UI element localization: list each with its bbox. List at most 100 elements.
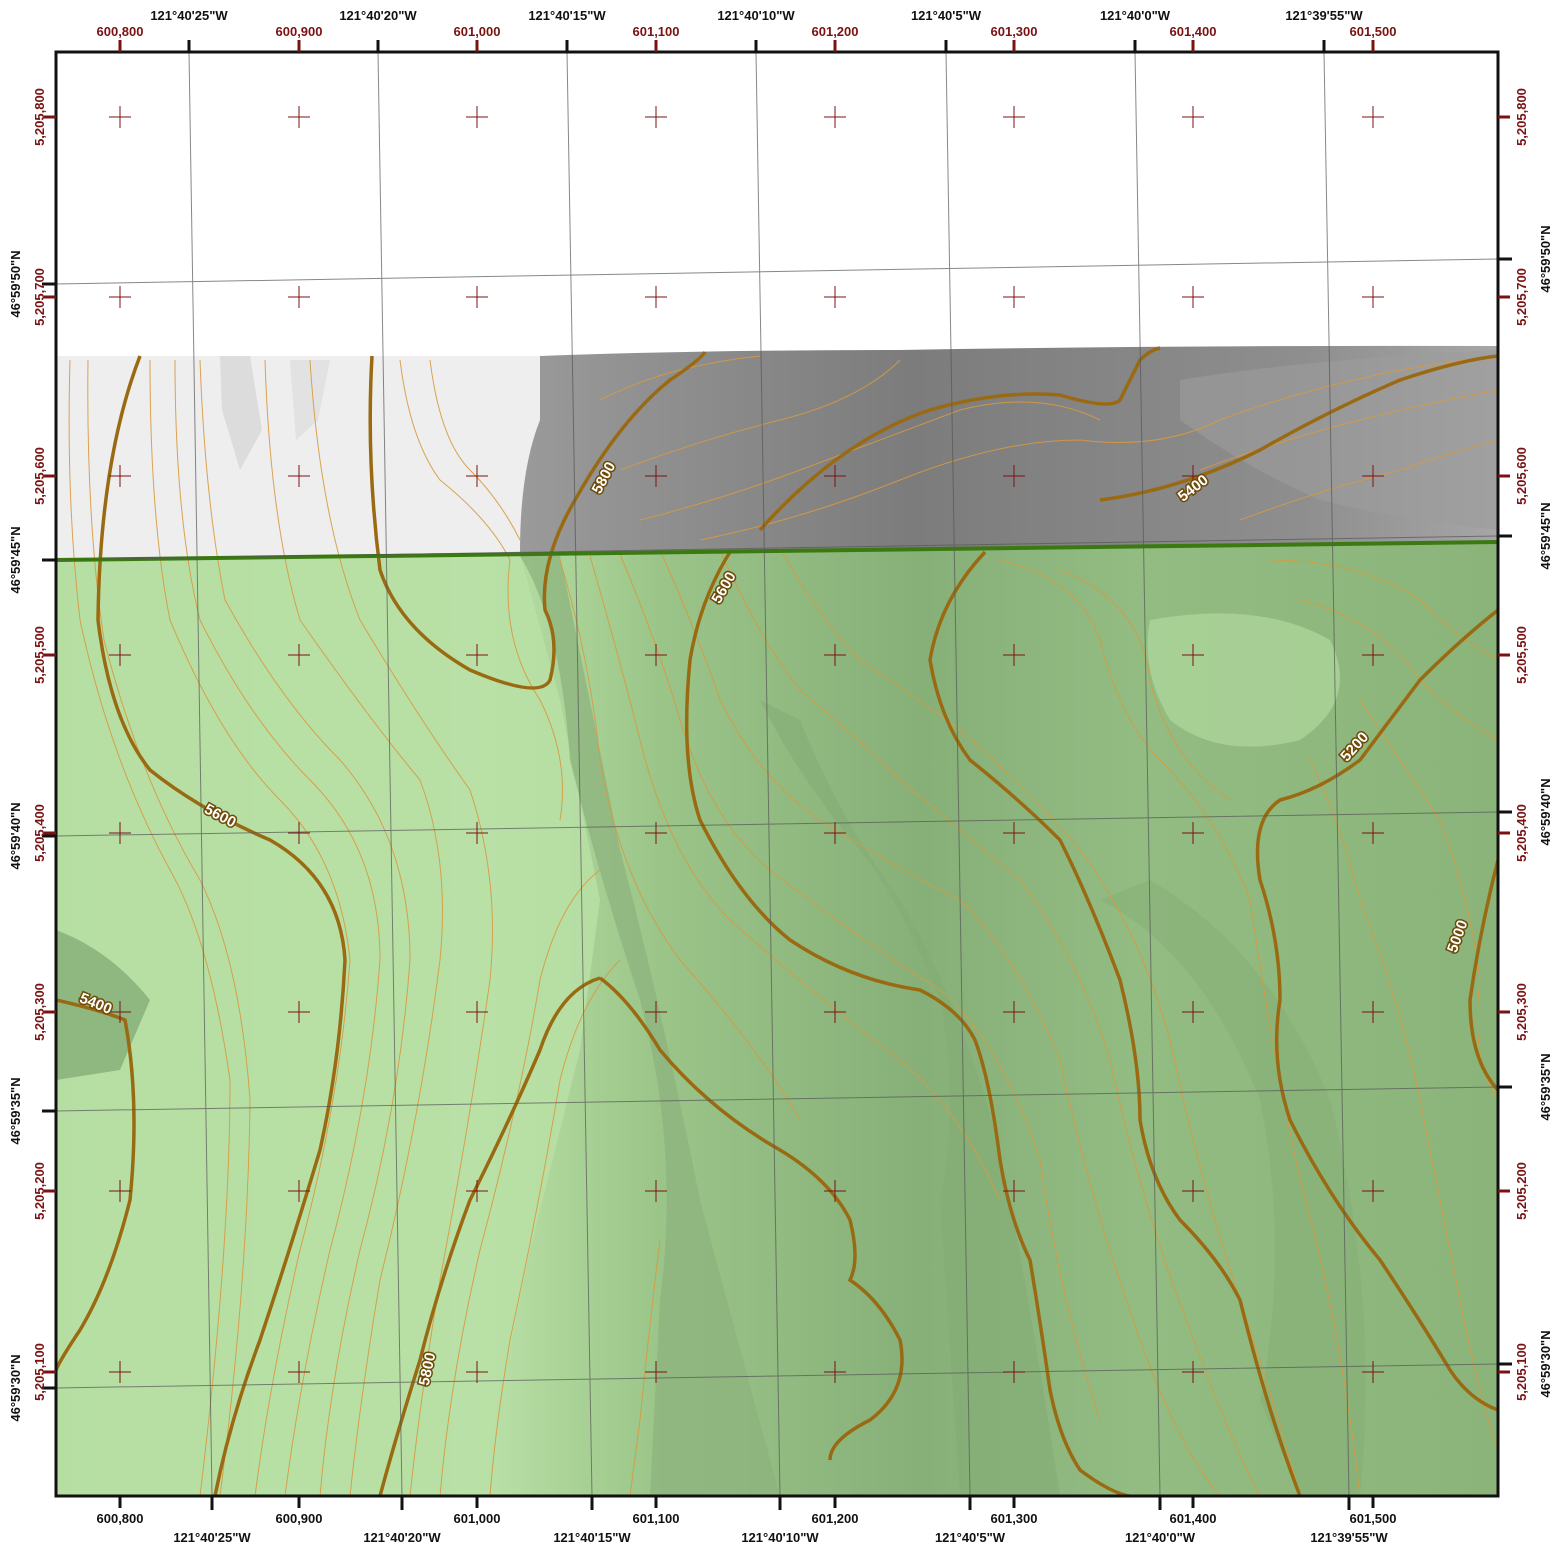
utm-cross (824, 106, 846, 128)
left-latitude-label: 46°59'35"N (8, 1077, 23, 1144)
utm-cross (1362, 465, 1384, 487)
utm-cross (1003, 465, 1025, 487)
utm-cross (109, 1001, 131, 1023)
utm-cross (466, 822, 488, 844)
right-northing-label: 5,205,700 (1514, 268, 1529, 326)
bottom-longitude-label: 121°40'25"W (173, 1530, 251, 1545)
utm-cross (109, 1361, 131, 1383)
utm-cross (645, 822, 667, 844)
utm-cross (1003, 1001, 1025, 1023)
bottom-easting-label: 601,400 (1170, 1511, 1217, 1526)
bottom-utm-labels: 600,800 600,900 601,000 601,100 601,200 … (97, 1511, 1397, 1526)
left-northing-label: 5,205,600 (32, 447, 47, 505)
utm-cross (288, 644, 310, 666)
utm-cross (288, 822, 310, 844)
utm-cross (1003, 644, 1025, 666)
utm-cross (1182, 286, 1204, 308)
utm-cross (288, 1001, 310, 1023)
utm-cross (645, 1001, 667, 1023)
left-northing-label: 5,205,800 (32, 88, 47, 146)
top-longitude-label: 121°40'20"W (339, 8, 417, 23)
utm-cross (288, 286, 310, 308)
bottom-longitude-label: 121°40'5"W (935, 1530, 1006, 1545)
utm-cross (466, 286, 488, 308)
right-latitude-label: 46°59'45"N (1538, 502, 1553, 569)
utm-cross (109, 1180, 131, 1202)
utm-cross (1182, 644, 1204, 666)
utm-cross (1362, 1001, 1384, 1023)
right-northing-label: 5,205,400 (1514, 804, 1529, 862)
top-longitude-label: 121°39'55"W (1285, 8, 1363, 23)
right-northing-label: 5,205,500 (1514, 626, 1529, 684)
utm-cross (288, 1361, 310, 1383)
utm-cross (466, 1001, 488, 1023)
top-easting-label: 600,800 (97, 24, 144, 39)
utm-cross (824, 465, 846, 487)
utm-cross (824, 1180, 846, 1202)
utm-cross (824, 822, 846, 844)
left-northing-label: 5,205,200 (32, 1162, 47, 1220)
top-longitude-label: 121°40'0"W (1100, 8, 1171, 23)
top-longitude-label: 121°40'25"W (150, 8, 228, 23)
utm-cross (1362, 644, 1384, 666)
top-easting-label: 601,100 (633, 24, 680, 39)
utm-cross (466, 1361, 488, 1383)
utm-cross (645, 1361, 667, 1383)
utm-cross (1362, 106, 1384, 128)
map-frame (54, 50, 1500, 1498)
utm-cross (1362, 1180, 1384, 1202)
right-latitude-label: 46°59'40"N (1538, 778, 1553, 845)
bottom-longitude-label: 121°40'10"W (741, 1530, 819, 1545)
utm-cross (1003, 106, 1025, 128)
utm-grid-crosses (109, 106, 1384, 1383)
bottom-longitude-label: 121°40'15"W (553, 1530, 631, 1545)
left-latitude-label: 46°59'30"N (8, 1354, 23, 1421)
right-latitude-label: 46°59'50"N (1538, 225, 1553, 292)
utm-cross (109, 822, 131, 844)
utm-cross (1182, 822, 1204, 844)
utm-cross (109, 286, 131, 308)
top-longitude-label: 121°40'15"W (528, 8, 606, 23)
utm-cross (824, 286, 846, 308)
utm-cross (824, 1361, 846, 1383)
top-easting-label: 601,300 (991, 24, 1038, 39)
utm-cross (466, 106, 488, 128)
right-latitude-labels: 46°59'50"N 46°59'45"N 46°59'40"N 46°59'3… (1538, 225, 1553, 1397)
utm-cross (109, 106, 131, 128)
left-latitude-label: 46°59'50"N (8, 250, 23, 317)
right-northing-label: 5,205,200 (1514, 1162, 1529, 1220)
top-easting-label: 601,400 (1170, 24, 1217, 39)
left-latitude-labels: 46°59'50"N 46°59'45"N 46°59'40"N 46°59'3… (8, 250, 23, 1421)
utm-cross (1182, 1001, 1204, 1023)
utm-cross (645, 106, 667, 128)
top-longitude-label: 121°40'5"W (911, 8, 982, 23)
intermediate-contours (68, 355, 1498, 1496)
right-northing-label: 5,205,300 (1514, 983, 1529, 1041)
left-northing-label: 5,205,100 (32, 1343, 47, 1401)
top-longitude-labels: 121°40'25"W 121°40'20"W 121°40'15"W 121°… (150, 8, 1363, 23)
bottom-easting-label: 600,900 (276, 1511, 323, 1526)
utm-cross (466, 644, 488, 666)
utm-cross (1003, 1361, 1025, 1383)
right-utm-labels: 5,205,800 5,205,700 5,205,600 5,205,500 … (1514, 88, 1529, 1401)
left-latitude-label: 46°59'40"N (8, 802, 23, 869)
utm-cross (466, 1180, 488, 1202)
utm-cross (109, 644, 131, 666)
utm-cross (1182, 1180, 1204, 1202)
bottom-easting-label: 601,200 (812, 1511, 859, 1526)
bottom-easting-label: 601,000 (454, 1511, 501, 1526)
utm-cross (1003, 1180, 1025, 1202)
utm-cross (1362, 822, 1384, 844)
left-northing-label: 5,205,400 (32, 804, 47, 862)
utm-cross (1003, 822, 1025, 844)
utm-cross (824, 1001, 846, 1023)
top-utm-labels: 600,800 600,900 601,000 601,100 601,200 … (97, 24, 1397, 39)
right-latitude-label: 46°59'35"N (1538, 1053, 1553, 1120)
left-utm-labels: 5,205,800 5,205,700 5,205,600 5,205,500 … (32, 88, 47, 1401)
right-northing-label: 5,205,600 (1514, 447, 1529, 505)
right-northing-label: 5,205,800 (1514, 88, 1529, 146)
utm-cross (109, 465, 131, 487)
utm-cross (645, 465, 667, 487)
left-northing-label: 5,205,500 (32, 626, 47, 684)
utm-cross (288, 106, 310, 128)
